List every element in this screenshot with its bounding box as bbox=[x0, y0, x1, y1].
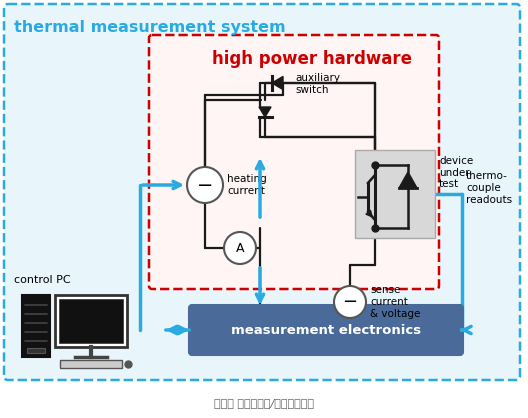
Text: A: A bbox=[235, 242, 244, 255]
Text: −: − bbox=[197, 176, 213, 194]
Bar bbox=[22, 295, 50, 357]
Polygon shape bbox=[399, 172, 417, 188]
Polygon shape bbox=[272, 76, 283, 89]
Text: 图六： 优化的模拟/数字测量设备: 图六： 优化的模拟/数字测量设备 bbox=[214, 398, 314, 408]
Text: control PC: control PC bbox=[14, 275, 71, 285]
Text: heating
current: heating current bbox=[227, 174, 267, 196]
Bar bbox=[27, 348, 45, 353]
Circle shape bbox=[224, 232, 256, 264]
Text: device
under
test: device under test bbox=[439, 156, 473, 189]
FancyBboxPatch shape bbox=[149, 35, 439, 289]
Text: thermo-
couple
readouts: thermo- couple readouts bbox=[466, 171, 512, 204]
Text: measurement electronics: measurement electronics bbox=[231, 324, 421, 336]
Text: −: − bbox=[343, 293, 357, 311]
Circle shape bbox=[334, 286, 366, 318]
Bar bbox=[55, 295, 127, 347]
Text: high power hardware: high power hardware bbox=[212, 50, 412, 68]
Polygon shape bbox=[259, 107, 271, 117]
Text: auxiliary
switch: auxiliary switch bbox=[295, 73, 340, 94]
Bar bbox=[60, 360, 122, 368]
FancyBboxPatch shape bbox=[189, 305, 463, 355]
Text: sense
current
& voltage: sense current & voltage bbox=[370, 285, 420, 319]
FancyBboxPatch shape bbox=[4, 4, 520, 380]
Bar bbox=[59, 299, 123, 343]
Bar bbox=[355, 150, 435, 238]
Text: thermal measurement system: thermal measurement system bbox=[14, 20, 286, 35]
Circle shape bbox=[187, 167, 223, 203]
